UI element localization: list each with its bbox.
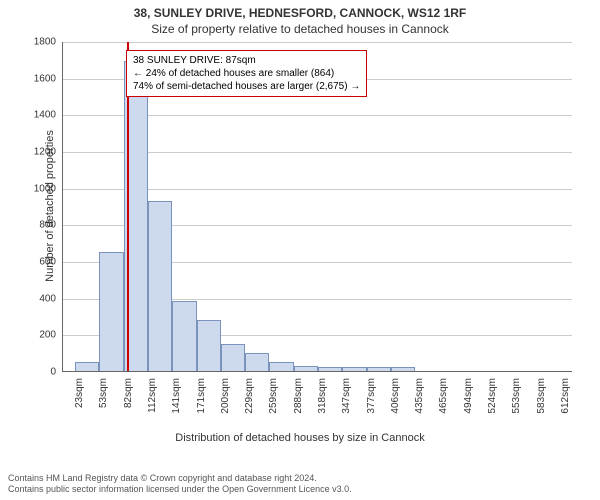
xtick-label: 82sqm — [123, 378, 134, 418]
xtick-label: 112sqm — [147, 378, 158, 418]
xtick-label: 288sqm — [293, 378, 304, 418]
xtick-label: 435sqm — [414, 378, 425, 418]
histogram-chart: 38, SUNLEY DRIVE, HEDNESFORD, CANNOCK, W… — [0, 0, 600, 500]
histogram-bar — [391, 367, 415, 371]
xtick-label: 229sqm — [244, 378, 255, 418]
xtick-label: 465sqm — [438, 378, 449, 418]
annotation-line: ← 24% of detached houses are smaller (86… — [133, 67, 360, 80]
histogram-bar — [294, 366, 318, 372]
histogram-bar — [148, 201, 172, 372]
ytick-label: 1800 — [26, 37, 56, 48]
xtick-label: 553sqm — [511, 378, 522, 418]
histogram-bar — [172, 301, 196, 371]
xtick-label: 171sqm — [196, 378, 207, 418]
ytick-label: 1600 — [26, 73, 56, 84]
y-axis-label: Number of detached properties — [44, 106, 56, 306]
histogram-bar — [367, 367, 391, 371]
xtick-label: 524sqm — [487, 378, 498, 418]
histogram-bar — [99, 252, 123, 371]
xtick-label: 259sqm — [268, 378, 279, 418]
xtick-label: 377sqm — [366, 378, 377, 418]
xtick-label: 141sqm — [171, 378, 182, 418]
histogram-bar — [269, 362, 293, 371]
histogram-bar — [221, 344, 245, 372]
x-axis-label: Distribution of detached houses by size … — [0, 432, 600, 444]
chart-title-address: 38, SUNLEY DRIVE, HEDNESFORD, CANNOCK, W… — [0, 0, 600, 20]
histogram-bar — [318, 367, 342, 371]
footer-attribution: Contains HM Land Registry data © Crown c… — [8, 473, 352, 496]
histogram-bar — [75, 362, 99, 371]
histogram-bar — [197, 320, 221, 371]
annotation-box: 38 SUNLEY DRIVE: 87sqm← 24% of detached … — [126, 50, 367, 97]
annotation-line: 74% of semi-detached houses are larger (… — [133, 80, 360, 93]
xtick-label: 494sqm — [463, 378, 474, 418]
footer-line2: Contains public sector information licen… — [8, 484, 352, 496]
gridline — [63, 42, 572, 43]
footer-line1: Contains HM Land Registry data © Crown c… — [8, 473, 352, 485]
annotation-line: 38 SUNLEY DRIVE: 87sqm — [133, 54, 360, 67]
xtick-label: 612sqm — [560, 378, 571, 418]
xtick-label: 318sqm — [317, 378, 328, 418]
chart-subtitle: Size of property relative to detached ho… — [0, 20, 600, 36]
xtick-label: 583sqm — [536, 378, 547, 418]
xtick-label: 347sqm — [341, 378, 352, 418]
histogram-bar — [245, 353, 269, 371]
ytick-label: 200 — [26, 330, 56, 341]
histogram-bar — [342, 367, 366, 371]
xtick-label: 200sqm — [220, 378, 231, 418]
ytick-label: 0 — [26, 367, 56, 378]
xtick-label: 406sqm — [390, 378, 401, 418]
xtick-label: 53sqm — [98, 378, 109, 418]
xtick-label: 23sqm — [74, 378, 85, 418]
